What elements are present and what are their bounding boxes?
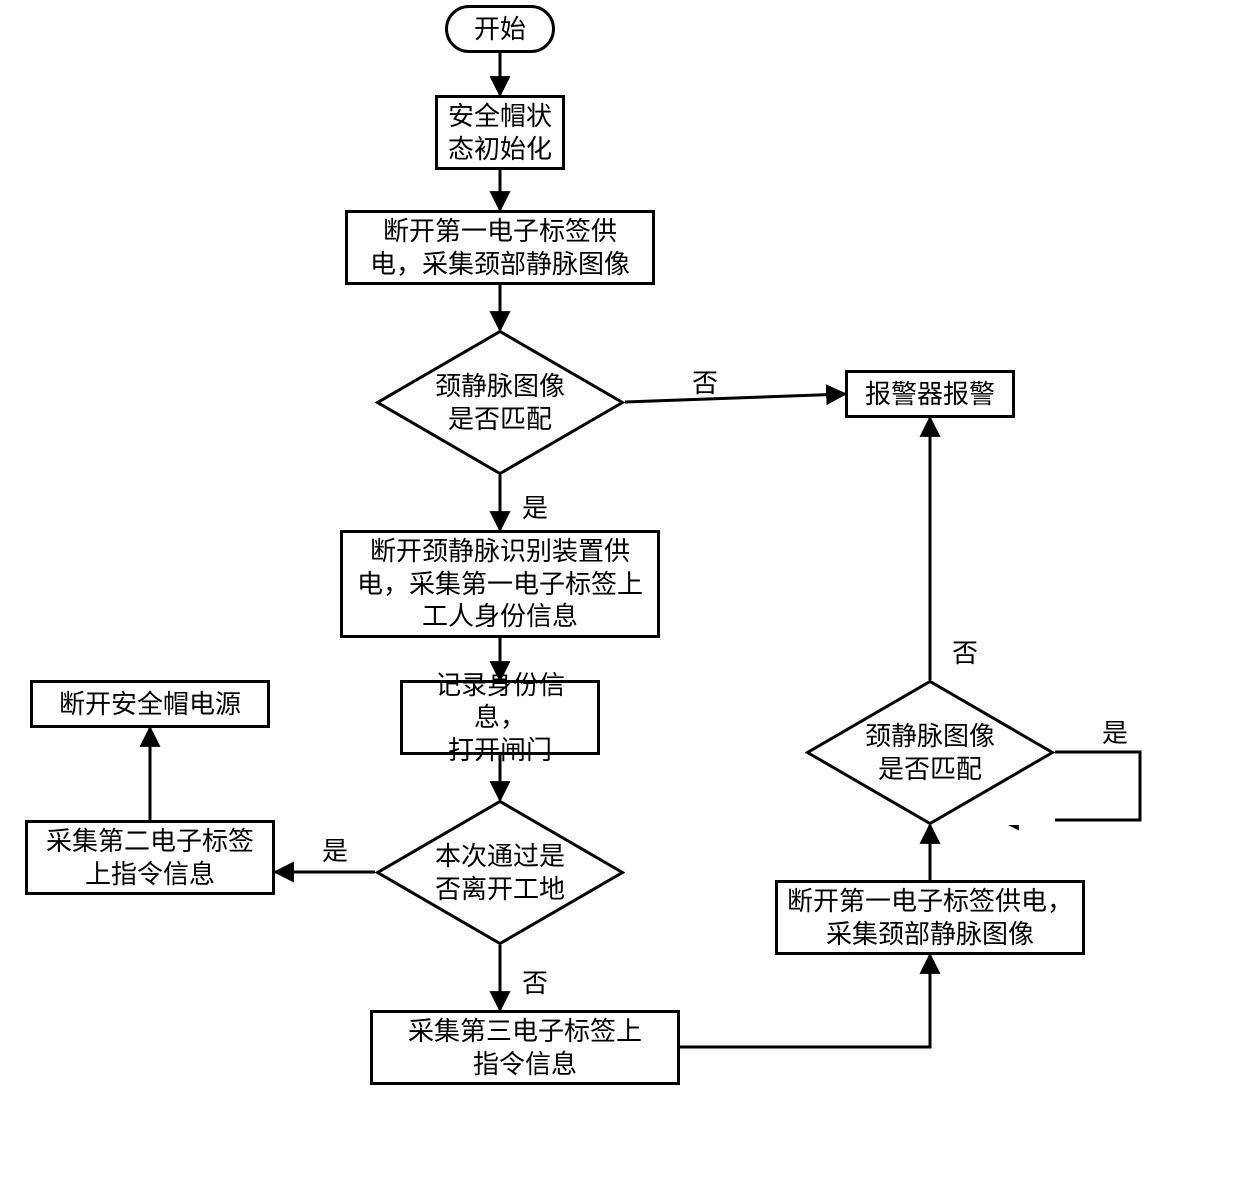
collect-tag3-process: 采集第三电子标签上指令信息 <box>370 1010 680 1085</box>
cut-tag1-again-process: 断开第一电子标签供电，采集颈部静脉图像 <box>775 880 1085 955</box>
edge-3 <box>625 394 845 402</box>
record-process: 记录身份信息，打开闸门 <box>400 680 600 755</box>
init-label: 安全帽状态初始化 <box>448 100 552 165</box>
leave-label: 本次通过是否离开工地 <box>435 840 565 905</box>
leave-decision: 本次通过是否离开工地 <box>375 800 625 945</box>
edge-label-11: 否 <box>950 640 980 666</box>
record-label: 记录身份信息，打开闸门 <box>411 669 589 767</box>
cut-vein-device-process: 断开颈静脉识别装置供电，采集第一电子标签上工人身份信息 <box>340 530 660 638</box>
start-terminator: 开始 <box>445 5 555 53</box>
match1-label: 颈静脉图像是否匹配 <box>435 370 565 435</box>
cut-helmet-power-process: 断开安全帽电源 <box>30 680 270 728</box>
cut-helmet-power-label: 断开安全帽电源 <box>59 688 241 721</box>
cut-vein-device-label: 断开颈静脉识别装置供电，采集第一电子标签上工人身份信息 <box>357 535 643 633</box>
edge-label-8: 否 <box>520 970 550 996</box>
edge-9 <box>680 955 930 1047</box>
edge-label-4: 是 <box>520 495 550 521</box>
match1-decision: 颈静脉图像是否匹配 <box>375 330 625 475</box>
alarm-label: 报警器报警 <box>865 378 995 411</box>
start-label: 开始 <box>474 13 526 46</box>
cut-tag1-process: 断开第一电子标签供电，采集颈部静脉图像 <box>345 210 655 285</box>
flowchart-canvas: 开始 安全帽状态初始化 断开第一电子标签供电，采集颈部静脉图像 颈静脉图像是否匹… <box>0 0 1240 1178</box>
edge-label-7: 是 <box>320 838 350 864</box>
collect-tag3-label: 采集第三电子标签上指令信息 <box>408 1015 642 1080</box>
edge-label-12: 是 <box>1100 720 1130 746</box>
collect-tag2-label: 采集第二电子标签上指令信息 <box>46 825 254 890</box>
match2-decision: 颈静脉图像是否匹配 <box>805 680 1055 825</box>
match2-label: 颈静脉图像是否匹配 <box>865 720 995 785</box>
init-process: 安全帽状态初始化 <box>435 95 565 170</box>
alarm-process: 报警器报警 <box>845 370 1015 418</box>
cut-tag1-label: 断开第一电子标签供电，采集颈部静脉图像 <box>370 215 630 280</box>
cut-tag1-again-label: 断开第一电子标签供电，采集颈部静脉图像 <box>787 885 1073 950</box>
collect-tag2-process: 采集第二电子标签上指令信息 <box>25 820 275 895</box>
edge-label-3: 否 <box>690 370 720 396</box>
